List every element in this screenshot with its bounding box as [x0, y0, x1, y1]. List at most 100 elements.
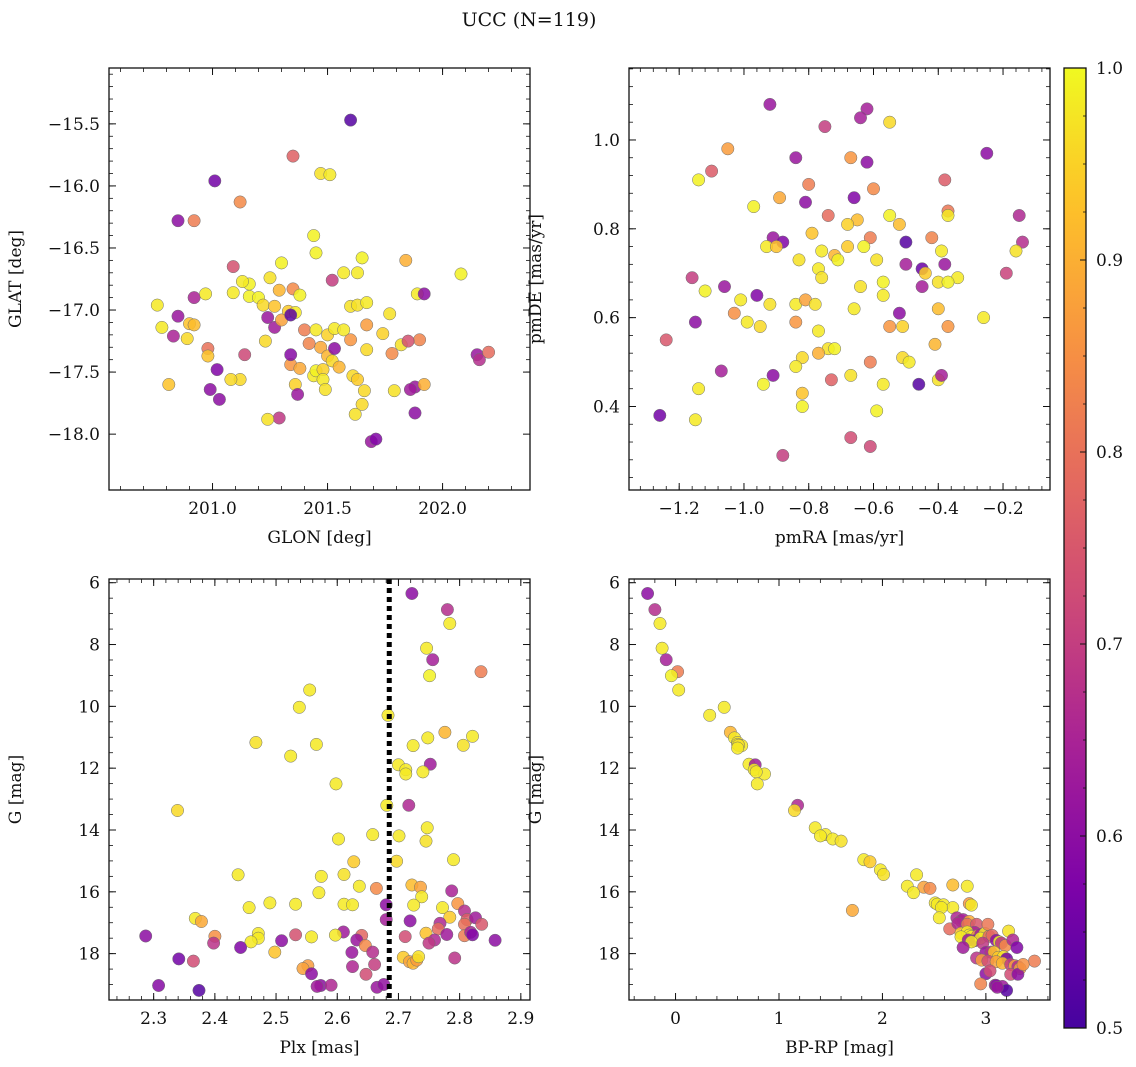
scatter-point	[263, 271, 277, 285]
scatter-point	[307, 229, 321, 243]
scatter-point	[854, 111, 867, 125]
scatter-point	[275, 934, 289, 948]
x-tick-label: −1.0	[723, 499, 764, 519]
scatter-point	[734, 293, 748, 307]
scatter-point	[180, 332, 194, 346]
scatter-point	[766, 368, 780, 382]
scatter-point	[324, 978, 338, 992]
scatter-point	[938, 173, 952, 187]
scatter-point	[413, 333, 427, 347]
y-axis-label: pmDE [mas/yr]	[526, 214, 546, 344]
scatter-point	[368, 958, 382, 971]
scatter-point	[272, 411, 286, 425]
scatter-point	[847, 302, 861, 316]
scatter-point	[714, 364, 728, 378]
scatter-point	[763, 297, 777, 311]
scatter-point	[323, 168, 337, 182]
scatter-point	[941, 275, 955, 289]
scatter-point	[344, 113, 358, 127]
scatter-point	[659, 653, 673, 667]
scatter-point	[474, 665, 488, 679]
scatter-point	[956, 941, 970, 954]
scatter-point	[653, 617, 667, 630]
scatter-point	[799, 195, 812, 209]
scatter-points	[641, 587, 1041, 997]
axes-frame	[628, 67, 1051, 491]
scatter-point	[454, 267, 468, 281]
scatter-point	[946, 878, 960, 892]
x-axis-label: BP-RP [mag]	[785, 1038, 894, 1058]
x-tick-label: −0.2	[982, 499, 1023, 519]
panel-pmra-pmde: −1.2 −1.0 −0.8 −0.6 −0.4 −0.2 0.4 0.6 0.8 1.0 pmRA…	[526, 67, 1051, 548]
scatter-point	[224, 373, 238, 386]
scatter-point	[139, 929, 153, 943]
scatter-point	[235, 275, 249, 288]
scatter-point	[659, 333, 673, 347]
scatter-point	[834, 834, 848, 848]
scatter-point	[999, 266, 1013, 280]
scatter-point	[238, 348, 252, 362]
scatter-point	[788, 804, 801, 817]
scatter-point	[344, 333, 358, 347]
scatter-point	[482, 345, 496, 359]
scatter-point	[756, 377, 770, 391]
x-axis-label: Plx [mas]	[279, 1038, 359, 1058]
scatter-point	[941, 320, 955, 333]
scatter-point	[244, 935, 258, 949]
scatter-point	[203, 383, 217, 396]
scatter-point	[447, 853, 460, 867]
scatter-point	[445, 884, 459, 898]
scatter-point	[717, 700, 731, 714]
scatter-point	[727, 306, 741, 320]
y-tick-label: 0.8	[593, 220, 620, 240]
scatter-point	[417, 287, 431, 301]
scatter-point	[795, 351, 809, 365]
scatter-point	[841, 217, 855, 231]
scatter-point	[763, 97, 777, 111]
scatter-point	[876, 288, 890, 302]
scatter-point	[769, 240, 783, 254]
y-tick-label: 14	[598, 821, 620, 841]
scatter-point	[1016, 958, 1030, 971]
scatter-point	[648, 603, 662, 617]
scatter-point	[731, 741, 745, 755]
scatter-point	[399, 253, 413, 267]
scatter-point	[456, 738, 470, 752]
scatter-point	[912, 377, 926, 391]
scatter-point	[918, 266, 932, 280]
scatter-point	[821, 209, 835, 222]
scatter-point	[870, 404, 884, 418]
scatter-point	[187, 318, 201, 332]
scatter-point	[249, 736, 263, 749]
scatter-point	[312, 886, 326, 900]
scatter-point	[443, 617, 457, 630]
scatter-point	[844, 431, 858, 445]
scatter-point	[824, 373, 838, 387]
scatter-point	[286, 149, 300, 163]
scatter-point	[231, 868, 245, 882]
scatter-point	[403, 914, 417, 928]
scatter-point	[438, 725, 452, 739]
ticks: −1.2 −1.0 −0.8 −0.6 −0.4 −0.2 0.4 0.6 0.8 1.0	[593, 68, 1050, 519]
scatter-point	[187, 291, 201, 305]
scatter-point	[883, 115, 897, 129]
scatter-point	[831, 253, 845, 267]
scatter-point	[406, 739, 420, 753]
scatter-point	[212, 392, 226, 406]
scatter-point	[776, 448, 790, 462]
scatter-point	[408, 406, 422, 420]
x-tick-label: −1.2	[659, 499, 700, 519]
scatter-point	[1010, 941, 1024, 954]
scatter-point	[346, 960, 359, 974]
x-tick-label: −0.4	[918, 499, 959, 519]
scatter-point	[416, 765, 430, 779]
scatter-point	[789, 315, 803, 329]
scatter-point	[417, 378, 431, 391]
scatter-point	[672, 683, 686, 697]
scatter-point	[337, 266, 351, 280]
scatter-point	[925, 231, 939, 245]
scatter-point	[440, 928, 454, 941]
axes-frame	[108, 67, 531, 491]
scatter-point	[332, 832, 345, 846]
scatter-point	[789, 360, 803, 373]
